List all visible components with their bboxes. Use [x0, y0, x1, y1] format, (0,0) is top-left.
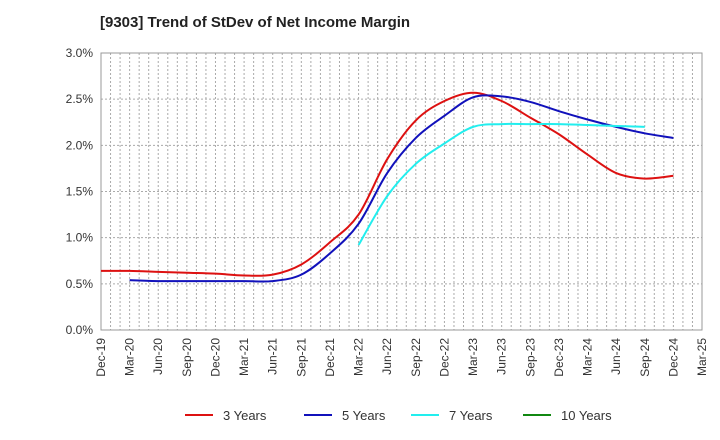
x-tick-label: Jun-23 [495, 338, 509, 375]
x-tick-label: Mar-23 [466, 338, 480, 376]
x-tick-label: Mar-24 [581, 338, 595, 376]
x-tick-label: Jun-20 [151, 338, 165, 375]
x-tick-label: Mar-25 [695, 338, 709, 376]
legend-label-7-years: 7 Years [449, 408, 493, 423]
y-tick-label: 0.0% [66, 323, 94, 337]
x-tick-label: Sep-20 [180, 338, 194, 377]
y-tick-label: 2.0% [66, 138, 94, 152]
x-tick-label: Jun-21 [266, 338, 280, 375]
chart-title: [9303] Trend of StDev of Net Income Marg… [100, 14, 411, 31]
x-tick-label: Jun-22 [380, 338, 394, 375]
x-tick-label: Sep-22 [409, 338, 423, 377]
legend-label-10-years: 10 Years [561, 408, 612, 423]
series-line-3-years [100, 91, 674, 277]
y-tick-label: 1.5% [66, 185, 94, 199]
y-tick-label: 0.5% [66, 277, 94, 291]
x-tick-label: Mar-21 [237, 338, 251, 376]
x-tick-label: Dec-24 [666, 338, 680, 377]
x-tick-label: Sep-23 [523, 338, 537, 377]
x-tick-label: Mar-20 [123, 338, 137, 376]
x-tick-label: Dec-23 [552, 338, 566, 377]
y-tick-label: 2.5% [66, 92, 94, 106]
x-tick-label: Sep-24 [638, 338, 652, 377]
plot-border [100, 52, 703, 331]
x-tick-label: Jun-24 [609, 338, 623, 375]
legend-label-5-years: 5 Years [342, 408, 386, 423]
series-line-5-years [129, 94, 674, 283]
x-tick-label: Dec-20 [208, 338, 222, 377]
x-tick-label: Dec-21 [323, 338, 337, 377]
x-tick-label: Sep-21 [294, 338, 308, 377]
y-tick-label: 3.0% [66, 46, 94, 60]
legend-label-3-years: 3 Years [223, 408, 267, 423]
x-tick-label: Dec-22 [437, 338, 451, 377]
x-tick-label: Dec-19 [94, 338, 108, 377]
x-tick-label: Mar-22 [352, 338, 366, 376]
series-line-7-years [357, 122, 645, 246]
y-tick-label: 1.0% [66, 231, 94, 245]
